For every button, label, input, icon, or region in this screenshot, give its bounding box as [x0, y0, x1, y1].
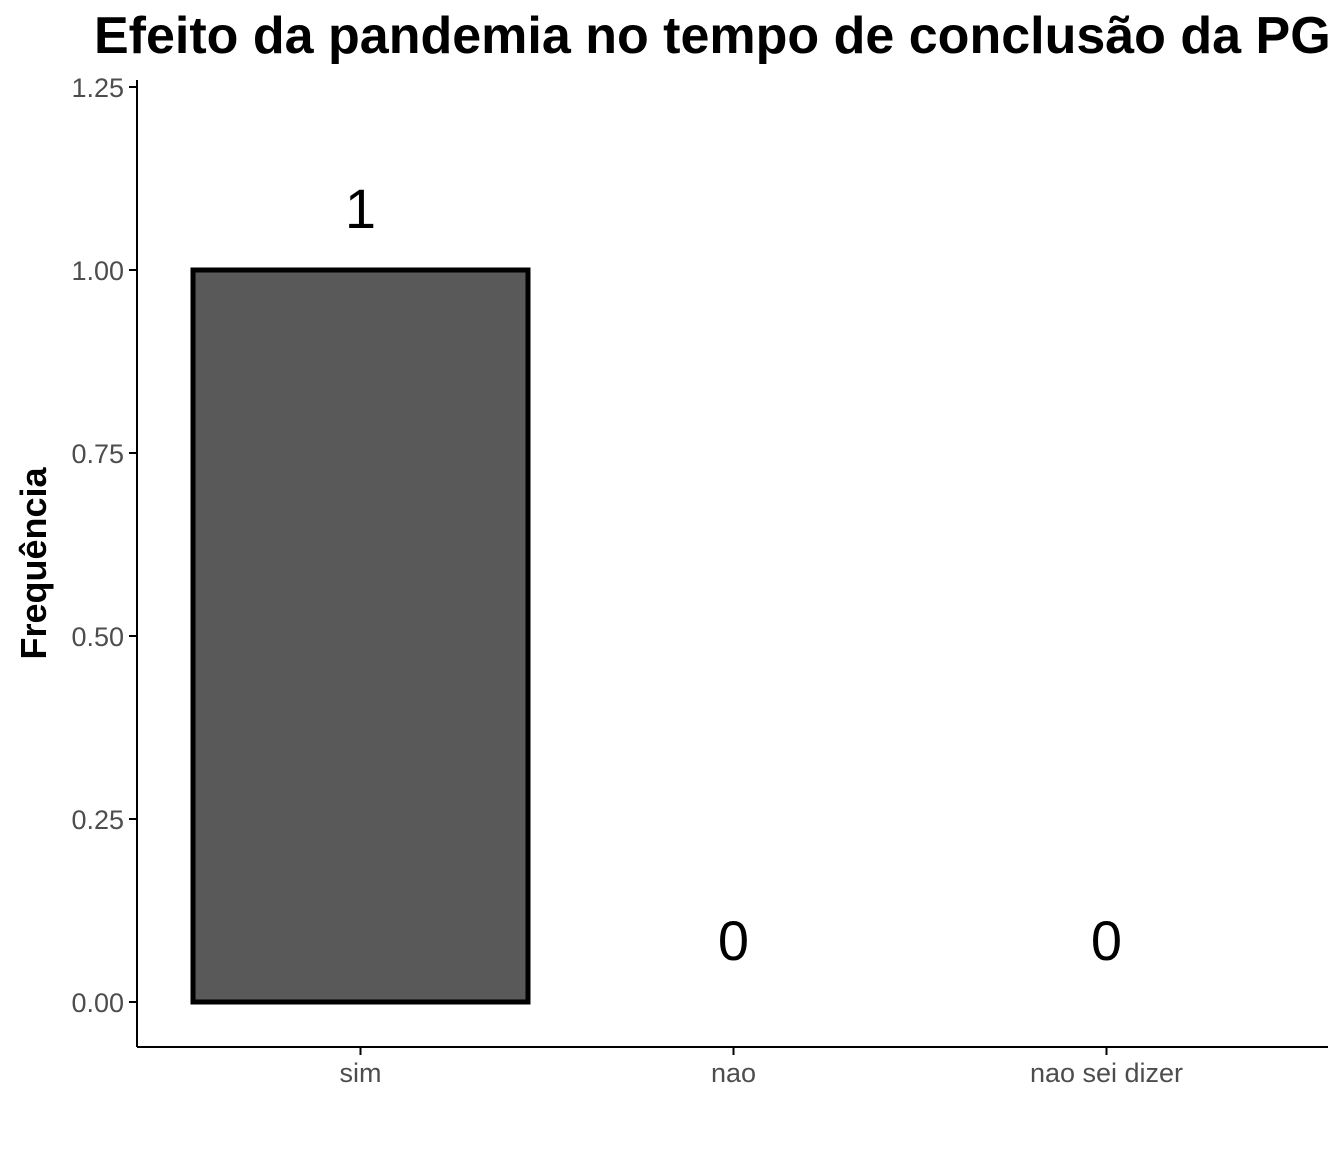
- x-tick-label: nao: [711, 1058, 756, 1088]
- data-label: 0: [718, 909, 749, 972]
- data-label: 0: [1091, 909, 1122, 972]
- chart-title: Efeito da pandemia no tempo de conclusão…: [94, 7, 1331, 65]
- y-tick-label: 0.25: [71, 805, 124, 835]
- x-tick-label: nao sei dizer: [1030, 1058, 1183, 1088]
- y-tick-label: 1.25: [71, 73, 124, 103]
- bar: [190, 267, 531, 1005]
- y-tick-label: 1.00: [71, 256, 124, 286]
- x-axis: sim nao nao sei dizer: [137, 1046, 1328, 1088]
- y-tick-label: 0.50: [71, 622, 124, 652]
- data-labels: 1 0 0: [345, 177, 1122, 972]
- data-label: 1: [345, 177, 376, 240]
- bars: [190, 267, 531, 1005]
- y-axis: 0.00 0.25 0.50 0.75 1.00 1.25: [71, 73, 138, 1047]
- y-tick-label: 0.75: [71, 439, 124, 469]
- y-tick-label: 0.00: [71, 988, 124, 1018]
- x-tick-label: sim: [340, 1058, 382, 1088]
- y-axis-title: Frequência: [13, 466, 54, 659]
